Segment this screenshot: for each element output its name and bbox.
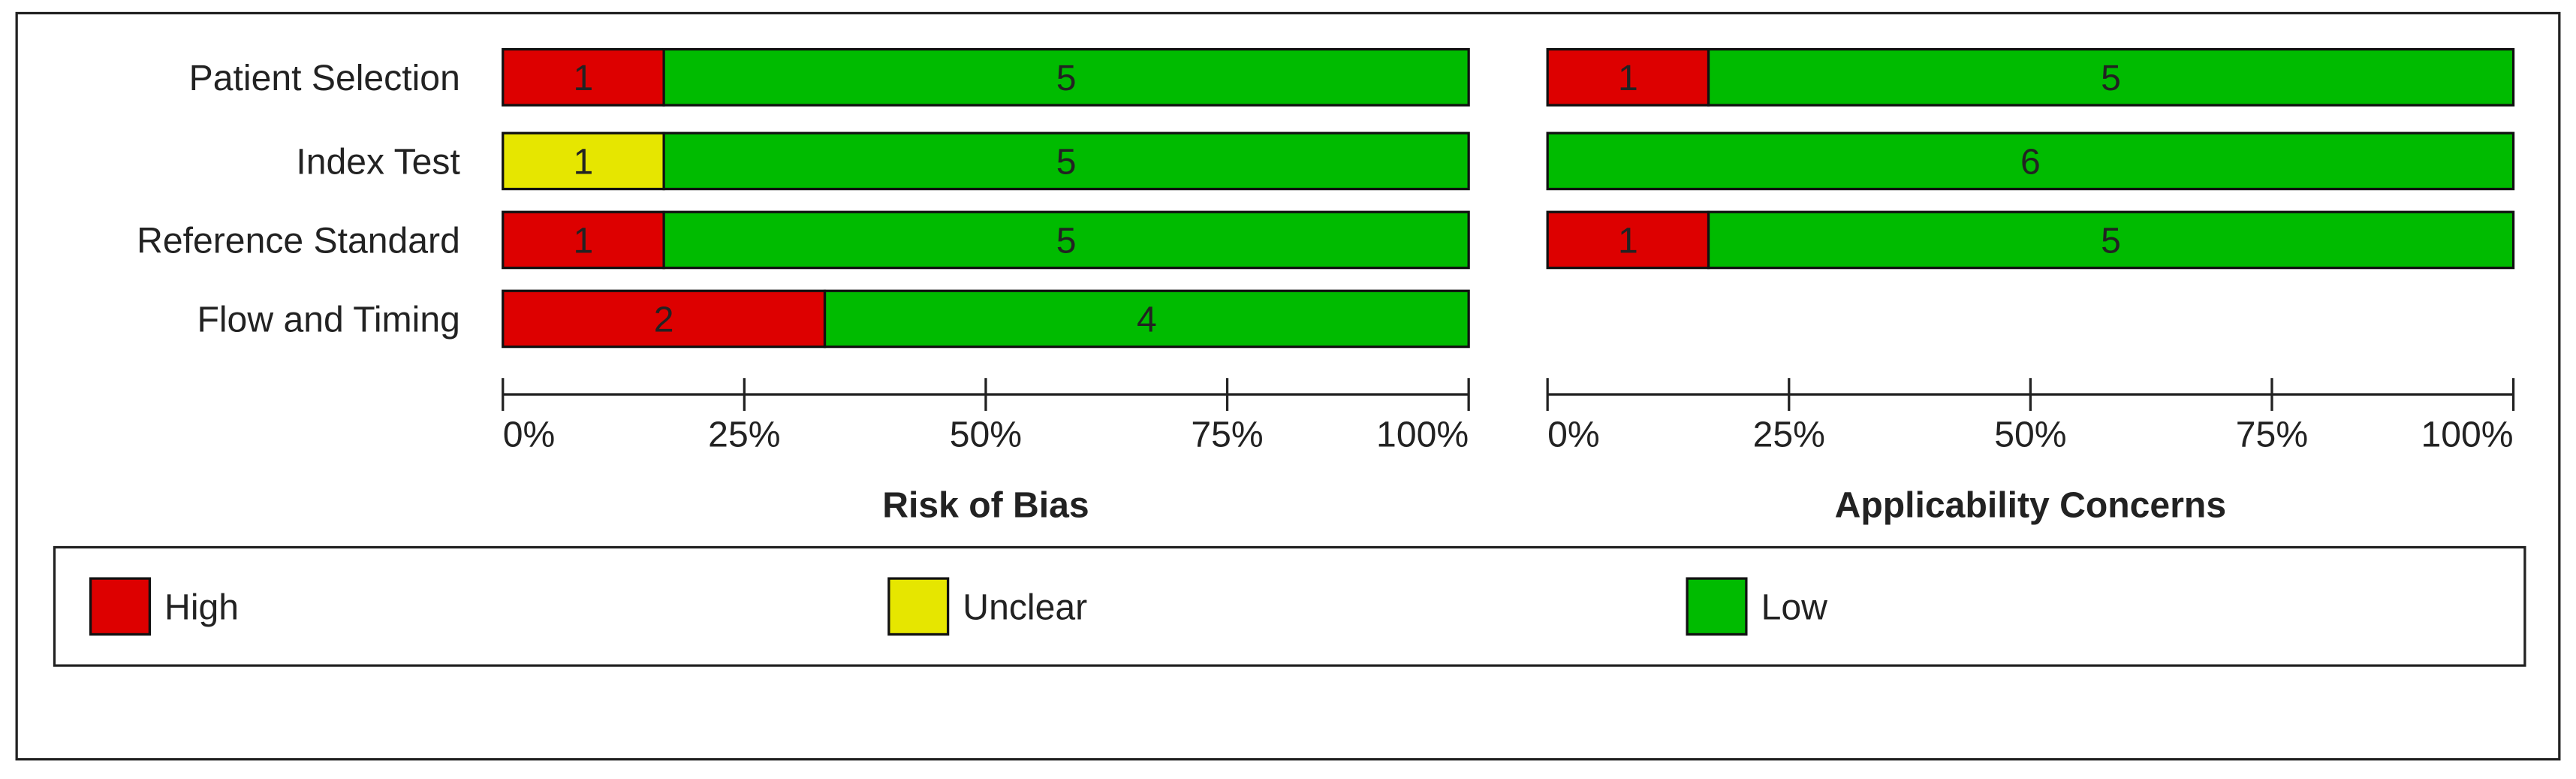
x-tick-label: 100% [2421,415,2513,455]
x-tick-label: 25% [1753,415,1825,455]
category-label: Index Test [296,141,460,182]
bar-segment [1546,210,1710,270]
bar-label: 4 [1137,300,1157,340]
legend-box [53,545,2526,667]
category-label: Reference Standard [137,221,460,261]
bar-segment [1707,210,2515,270]
bar-label: 2 [654,300,674,340]
x-tick-label: 75% [2236,415,2308,455]
bar-segment [1707,47,2515,107]
category-label: Patient Selection [189,58,460,98]
legend-label: Unclear [963,587,1087,627]
legend-label: High [164,587,239,627]
bar-segment [662,47,1470,107]
x-tick-label: 50% [950,415,1022,455]
x-tick-label: 0% [1547,415,1600,455]
bar-segment [662,210,1470,270]
x-axis-title: Applicability Concerns [1835,485,2226,526]
bar-label: 5 [2101,221,2121,261]
bar-segment [1546,131,2515,191]
bar-segment [1546,47,1710,107]
bar-segment [502,289,827,349]
bar-label: 1 [574,141,594,182]
x-tick-label: 0% [503,415,556,455]
bar-label: 1 [574,58,594,98]
bar-segment [502,47,665,107]
x-tick-label: 25% [708,415,780,455]
legend-swatch [89,577,152,636]
legend-label: Low [1761,587,1828,627]
bar-label: 6 [2020,141,2041,182]
bar-segment [502,210,665,270]
bar-segment [823,289,1470,349]
legend-swatch [887,577,950,636]
bar-label: 1 [1618,58,1638,98]
bar-label: 5 [1056,141,1077,182]
bar-segment [662,131,1470,191]
bar-label: 1 [1618,221,1638,261]
x-tick-label: 75% [1191,415,1263,455]
x-axis-title: Risk of Bias [882,485,1089,526]
x-tick-label: 100% [1376,415,1469,455]
bar-label: 5 [1056,58,1077,98]
legend-swatch [1686,577,1748,636]
bar-label: 5 [1056,221,1077,261]
bar-label: 5 [2101,58,2121,98]
category-label: Flow and Timing [197,300,459,340]
bar-label: 1 [574,221,594,261]
x-tick-label: 50% [1994,415,2066,455]
